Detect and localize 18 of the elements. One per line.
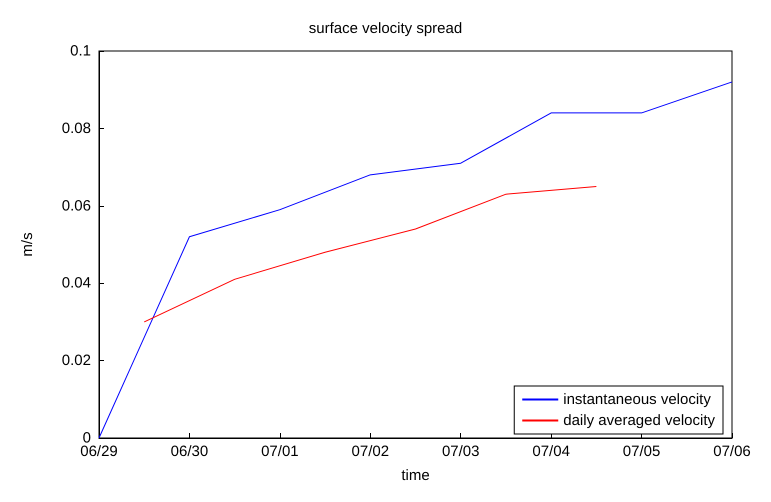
x-tick-label: 07/06: [713, 443, 751, 460]
y-tick-label: 0.04: [62, 274, 91, 292]
y-tick-label: 0.06: [62, 197, 91, 214]
y-tick-label: 0.02: [62, 352, 91, 370]
x-tick-label: 07/01: [261, 443, 299, 460]
legend-label: instantaneous velocity: [563, 391, 712, 408]
x-tick-label: 07/04: [532, 443, 570, 460]
x-tick-label: 06/30: [170, 443, 208, 460]
x-tick-label: 07/02: [352, 443, 390, 460]
line-series: [144, 186, 597, 322]
chart-title: surface velocity spread: [308, 20, 462, 37]
x-tick-label: 07/03: [442, 443, 480, 460]
y-axis-title: m/s: [19, 232, 36, 257]
y-tick-label: 0.08: [62, 120, 91, 137]
legend-label: daily averaged velocity: [563, 412, 716, 429]
y-tick-label: 0.1: [70, 42, 91, 60]
x-axis-title: time: [401, 467, 430, 484]
x-tick-label: 07/05: [622, 443, 660, 460]
